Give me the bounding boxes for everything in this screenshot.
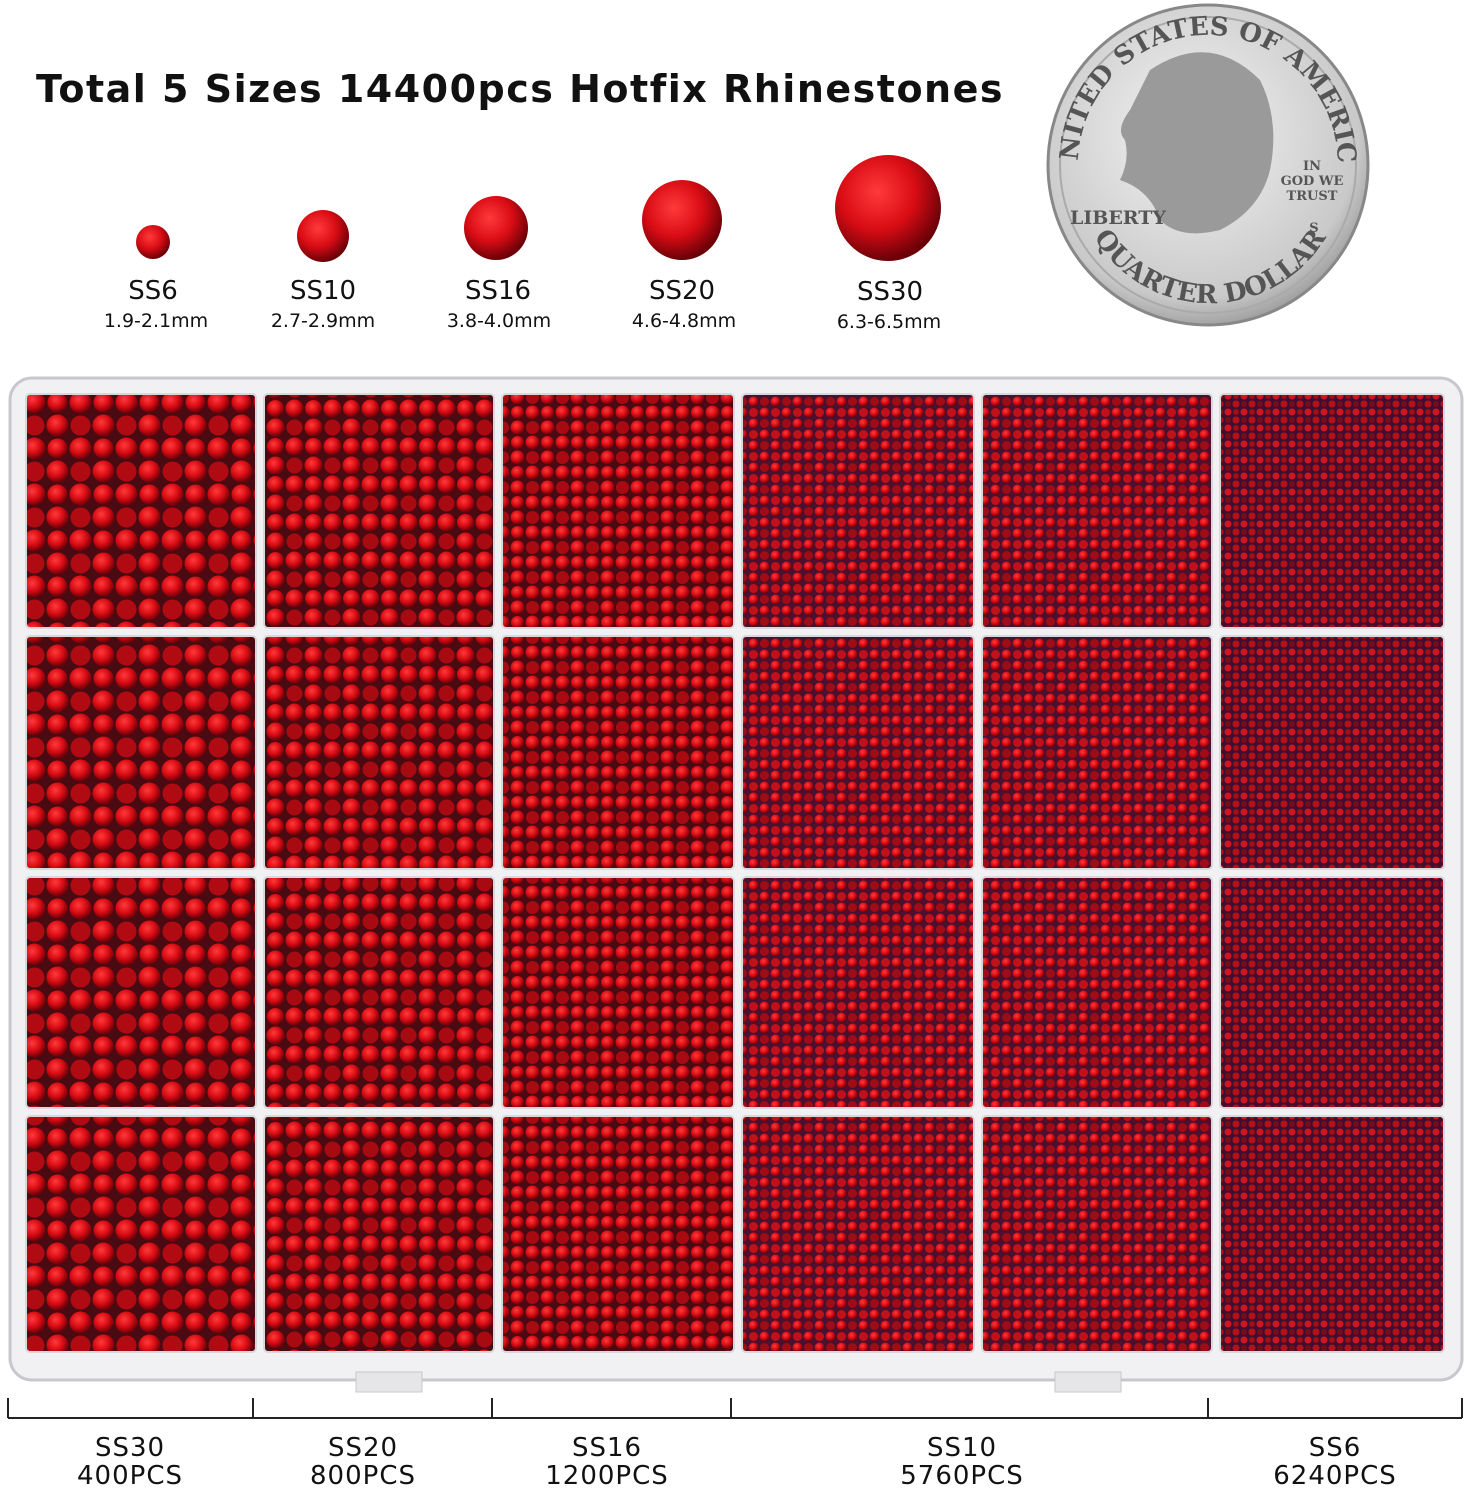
coin-portrait xyxy=(1120,52,1274,234)
compartment xyxy=(25,393,257,629)
compartment xyxy=(741,876,975,1109)
count-size: SS10 xyxy=(927,1433,997,1463)
compartment xyxy=(981,393,1213,629)
size-name: SS10 xyxy=(290,276,356,306)
title: Total 5 Sizes 14400pcs Hotfix Rhinestone… xyxy=(36,67,1004,111)
compartment xyxy=(501,635,735,870)
count-size: SS30 xyxy=(95,1433,165,1463)
storage-box xyxy=(8,376,1464,1393)
gem-sample xyxy=(835,155,941,261)
count-legend: SS30 400PCS SS20 800PCS SS16 1200PCS SS1… xyxy=(7,1398,1463,1491)
size-samples: SS6 1.9-2.1mm SS10 2.7-2.9mm SS16 3.8-4.… xyxy=(104,155,941,333)
compartment xyxy=(263,393,495,629)
compartment xyxy=(1219,635,1445,870)
count-size: SS16 xyxy=(572,1433,642,1463)
compartment xyxy=(1219,876,1445,1109)
gem-sample xyxy=(464,196,528,260)
count-pcs: 6240PCS xyxy=(1273,1461,1397,1491)
compartment xyxy=(1219,393,1445,629)
compartment xyxy=(981,635,1213,870)
coin-motto: IN xyxy=(1303,159,1321,174)
compartment xyxy=(25,876,257,1109)
size-range: 1.9-2.1mm xyxy=(104,310,208,332)
compartment xyxy=(741,635,975,870)
compartment xyxy=(25,635,257,870)
compartment xyxy=(501,876,735,1109)
compartment xyxy=(741,1115,975,1353)
gem-sample xyxy=(642,180,722,260)
compartment xyxy=(263,876,495,1109)
size-range: 4.6-4.8mm xyxy=(632,310,736,332)
gem-sample xyxy=(136,225,170,259)
compartment xyxy=(263,635,495,870)
gem-sample xyxy=(297,210,349,262)
compartment xyxy=(501,1115,735,1353)
size-name: SS20 xyxy=(649,276,715,306)
coin-rim xyxy=(1059,16,1357,314)
box-latch xyxy=(1054,1371,1122,1393)
size-range: 2.7-2.9mm xyxy=(271,310,375,332)
size-range: 6.3-6.5mm xyxy=(837,311,941,333)
compartment xyxy=(981,1115,1213,1353)
size-name: SS6 xyxy=(128,276,178,306)
compartment xyxy=(1219,1115,1445,1353)
compartment xyxy=(501,393,735,629)
box-latch xyxy=(355,1371,423,1393)
compartment xyxy=(981,876,1213,1109)
coin-mint: S xyxy=(1309,221,1318,236)
count-pcs: 800PCS xyxy=(310,1461,416,1491)
count-size: SS20 xyxy=(328,1433,398,1463)
compartment xyxy=(263,1115,495,1353)
count-size: SS6 xyxy=(1309,1433,1362,1463)
coin-motto: GOD WE xyxy=(1281,174,1344,189)
compartment xyxy=(741,393,975,629)
count-pcs: 5760PCS xyxy=(900,1461,1024,1491)
size-name: SS16 xyxy=(465,276,531,306)
compartment xyxy=(25,1115,257,1353)
compartments xyxy=(25,393,1445,1353)
size-name: SS30 xyxy=(857,277,923,307)
size-range: 3.8-4.0mm xyxy=(447,310,551,332)
count-pcs: 1200PCS xyxy=(545,1461,669,1491)
count-pcs: 400PCS xyxy=(77,1461,183,1491)
coin-liberty: LIBERTY xyxy=(1070,207,1166,229)
coin-motto: TRUST xyxy=(1287,189,1338,204)
